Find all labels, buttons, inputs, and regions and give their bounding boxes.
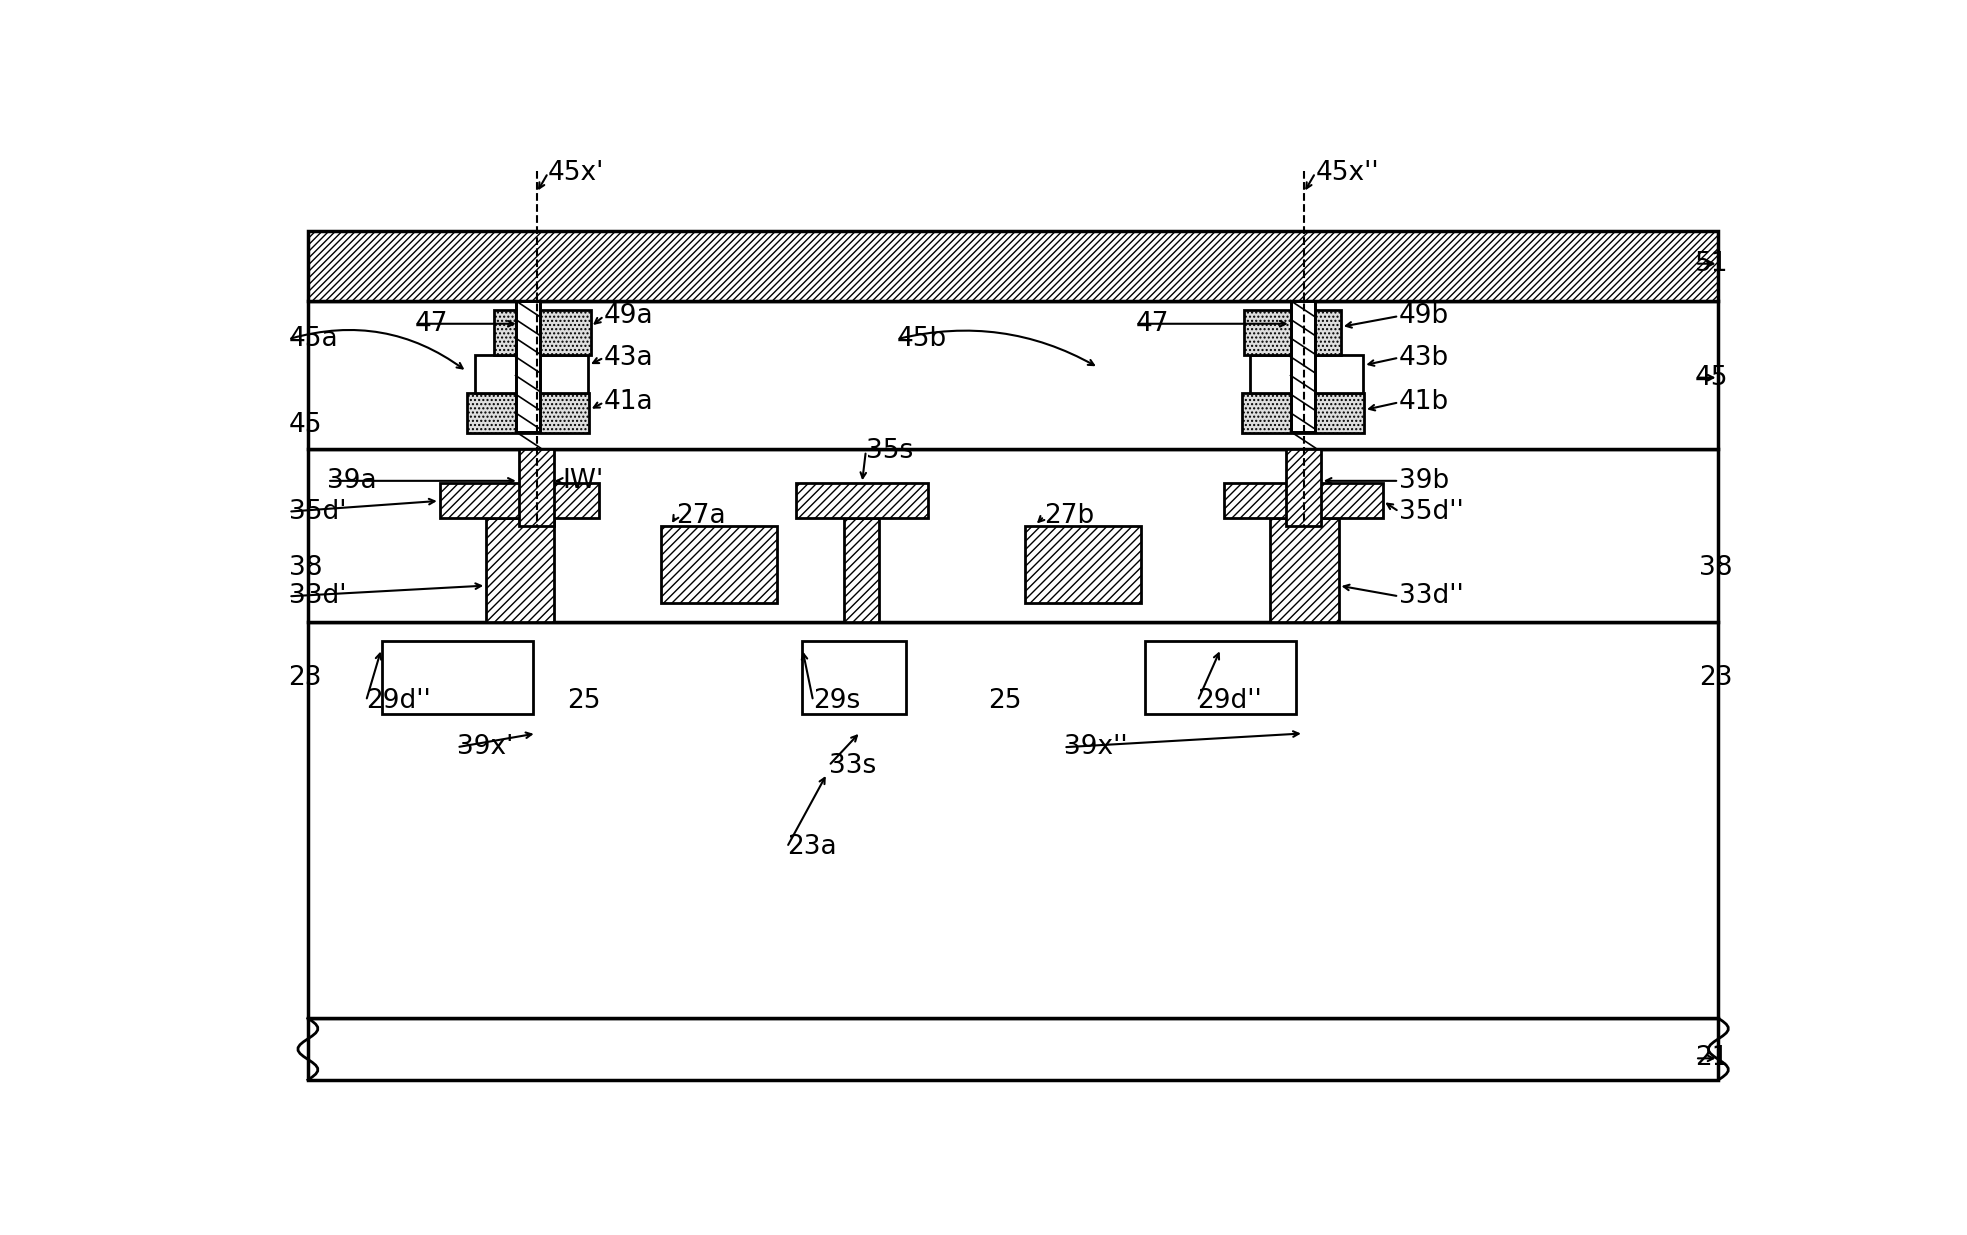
Bar	[476, 354, 588, 393]
Bar	[515, 300, 541, 431]
Bar	[466, 393, 590, 433]
Bar	[519, 448, 553, 526]
Text: 33d'': 33d''	[1399, 583, 1463, 609]
Text: 39x'': 39x''	[1064, 735, 1127, 761]
Text: 45b: 45b	[897, 326, 948, 352]
Bar	[1271, 517, 1340, 621]
Text: 29d'': 29d''	[1198, 688, 1263, 714]
Text: 49a: 49a	[604, 303, 653, 329]
Text: 27b: 27b	[1044, 503, 1094, 530]
Text: 41a: 41a	[604, 389, 653, 415]
Text: 25: 25	[987, 688, 1021, 714]
Text: 43b: 43b	[1399, 345, 1450, 370]
Bar	[309, 1019, 1719, 1079]
Text: 47: 47	[415, 311, 448, 337]
Text: 23a: 23a	[787, 835, 836, 861]
Bar	[1290, 300, 1316, 431]
Bar	[661, 526, 777, 603]
Text: 33s: 33s	[828, 753, 875, 779]
Bar	[494, 310, 590, 354]
Bar	[486, 517, 555, 621]
Bar	[382, 641, 533, 714]
Text: 23: 23	[1699, 664, 1733, 690]
Bar	[1290, 300, 1316, 431]
Text: 39a: 39a	[327, 468, 378, 494]
Text: 39b: 39b	[1399, 468, 1450, 494]
Bar	[1145, 641, 1296, 714]
Bar	[844, 517, 879, 621]
Bar	[441, 483, 598, 517]
Text: 35d'': 35d''	[1399, 499, 1463, 525]
Text: 43a: 43a	[604, 345, 653, 370]
Text: 45x'': 45x''	[1316, 159, 1379, 185]
Bar	[309, 448, 1719, 621]
Bar	[803, 641, 907, 714]
Text: 38: 38	[289, 555, 323, 580]
Text: 47: 47	[1135, 311, 1168, 337]
Text: 45: 45	[289, 412, 323, 438]
Bar	[1223, 483, 1383, 517]
Bar	[309, 231, 1719, 300]
Text: 33d': 33d'	[289, 583, 346, 609]
Text: 45x': 45x'	[549, 159, 604, 185]
Bar	[797, 483, 928, 517]
Text: 21: 21	[1696, 1045, 1729, 1071]
Bar	[515, 300, 541, 431]
Text: 49b: 49b	[1399, 303, 1450, 329]
Text: IW': IW'	[563, 468, 604, 494]
Text: 29d'': 29d''	[366, 688, 431, 714]
Bar	[1243, 310, 1341, 354]
Bar	[1025, 526, 1141, 603]
Text: 27a: 27a	[677, 503, 726, 530]
Text: 51: 51	[1696, 251, 1729, 277]
Bar	[1241, 393, 1365, 433]
Text: 38: 38	[1699, 555, 1733, 580]
Text: 35d': 35d'	[289, 499, 346, 525]
Bar	[309, 621, 1719, 1019]
Text: 29s: 29s	[812, 688, 860, 714]
Text: 45a: 45a	[289, 326, 338, 352]
Text: 35s: 35s	[865, 438, 913, 464]
Bar	[1286, 448, 1320, 526]
Bar	[1251, 354, 1363, 393]
Text: 41b: 41b	[1399, 389, 1450, 415]
Text: 39x': 39x'	[456, 735, 513, 761]
Text: 23: 23	[289, 664, 323, 690]
Bar	[309, 300, 1719, 448]
Text: 45: 45	[1696, 364, 1729, 390]
Text: 25: 25	[568, 688, 602, 714]
